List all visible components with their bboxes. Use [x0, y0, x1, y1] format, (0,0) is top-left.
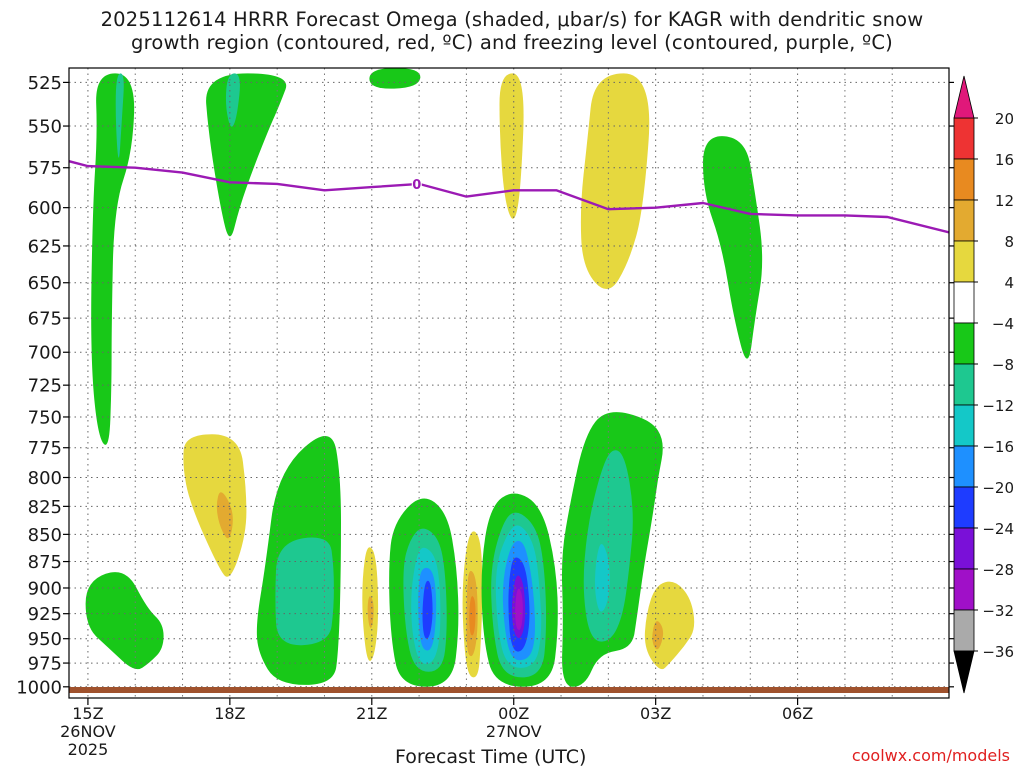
axes: 525 550 575 600 625 650 675 700 725 750 775 800 825 8… [16, 73, 954, 759]
credit-link[interactable]: coolwx.com/models [851, 746, 1010, 765]
omega-region [369, 68, 421, 89]
colorbar-label: −24 [982, 520, 1014, 538]
plot-frame [68, 67, 950, 699]
colorbar-label: −4 [992, 315, 1014, 333]
colorbar-over-triangle [953, 75, 975, 119]
colorbar-under-triangle [953, 650, 975, 694]
omega-region [206, 73, 287, 237]
omega-region [115, 73, 124, 158]
y-tick-label: 950 [28, 629, 62, 650]
x-tick-sublabel: 26NOV [60, 722, 116, 741]
colorbar-label: 12 [995, 192, 1014, 210]
omega-region [216, 492, 233, 539]
y-tick-label: 625 [28, 236, 62, 257]
colorbar-bin [953, 486, 975, 529]
x-tick-label: 21Z [356, 704, 387, 723]
freezing-level: 0 [69, 160, 949, 234]
x-tick-label: 06Z [782, 704, 813, 723]
y-tick-label: 875 [28, 552, 62, 573]
colorbar-bin [953, 199, 975, 242]
omega-region [183, 434, 247, 577]
ground-surface-bar [69, 687, 949, 693]
colorbar-label: −8 [992, 356, 1014, 374]
colorbar-bin [953, 445, 975, 488]
y-tick-label: 575 [28, 158, 62, 179]
y-tick-label: 675 [28, 309, 62, 330]
colorbar-bin [953, 117, 975, 160]
omega-region [91, 73, 135, 445]
colorbar-label: 20 [995, 110, 1014, 128]
omega-region [499, 73, 524, 219]
colorbar-bin [953, 609, 975, 652]
colorbar-label: 8 [1004, 233, 1014, 251]
x-tick-sublabel: 27NOV [486, 722, 542, 741]
y-tick-label: 825 [28, 497, 62, 518]
freezing-level-line [69, 160, 949, 234]
y-tick-label: 550 [28, 117, 62, 138]
y-tick-label: 700 [28, 343, 62, 364]
y-tick-label: 525 [28, 73, 62, 94]
colorbar-label: −32 [982, 602, 1014, 620]
colorbar-label: −12 [982, 397, 1014, 415]
freezing-level-label-bg [411, 177, 422, 192]
y-tick-label: 600 [28, 198, 62, 219]
y-tick-label: 925 [28, 604, 62, 625]
y-tick-label: 650 [28, 273, 62, 294]
omega-region [469, 596, 476, 636]
colorbar-label: 16 [995, 151, 1014, 169]
colorbar-bin [953, 404, 975, 447]
colorbar-label: −28 [982, 561, 1014, 579]
omega-region [367, 596, 374, 628]
colorbar-bin [953, 158, 975, 201]
colorbar-label: −36 [982, 643, 1014, 661]
chart-title-line-1: 2025112614 HRRR Forecast Omega (shaded, … [100, 8, 924, 31]
y-tick-label: 850 [28, 525, 62, 546]
x-tick-label: 18Z [214, 704, 245, 723]
y-tick-label: 975 [28, 654, 62, 675]
y-tick-label: 800 [28, 468, 62, 489]
colorbar-label: −16 [982, 438, 1014, 456]
colorbar-bin [953, 240, 975, 283]
omega-region [515, 588, 523, 630]
omega-region [85, 572, 164, 670]
omega-region [644, 581, 695, 670]
chart-title-line-2: growth region (contoured, red, ºC) and f… [131, 31, 893, 54]
colorbar-bin [953, 568, 975, 611]
y-tick-label: 1000 [16, 677, 62, 698]
colorbar-bin [953, 363, 975, 406]
y-tick-label: 900 [28, 578, 62, 599]
omega-region [652, 621, 664, 650]
omega-region [703, 136, 763, 359]
grid-lines [69, 68, 949, 698]
x-tick-label: 03Z [640, 704, 671, 723]
colorbar-bin [953, 281, 975, 324]
y-tick-label: 775 [28, 438, 62, 459]
omega-region [580, 73, 650, 290]
colorbar-bin [953, 322, 975, 365]
colorbar-label: 4 [1004, 274, 1014, 292]
x-axis-title: Forecast Time (UTC) [395, 746, 587, 768]
omega-region [594, 543, 610, 612]
omega-shading [85, 68, 763, 687]
omega-region [422, 580, 433, 639]
freezing-level-label: 0 [412, 178, 421, 193]
x-tick-label: 00Z [498, 704, 529, 723]
colorbar-label: −20 [982, 479, 1014, 497]
x-tick-label: 15Z [72, 704, 103, 723]
omega-region [275, 537, 334, 646]
colorbar: 20 16 12 8 4 −4 −8 −12 −16 −20 −24 −28 −32 −36 [953, 75, 1014, 694]
y-tick-label: 750 [28, 407, 62, 428]
colorbar-bin [953, 527, 975, 570]
y-tick-label: 725 [28, 376, 62, 397]
x-tick-sublabel: 2025 [68, 740, 109, 759]
